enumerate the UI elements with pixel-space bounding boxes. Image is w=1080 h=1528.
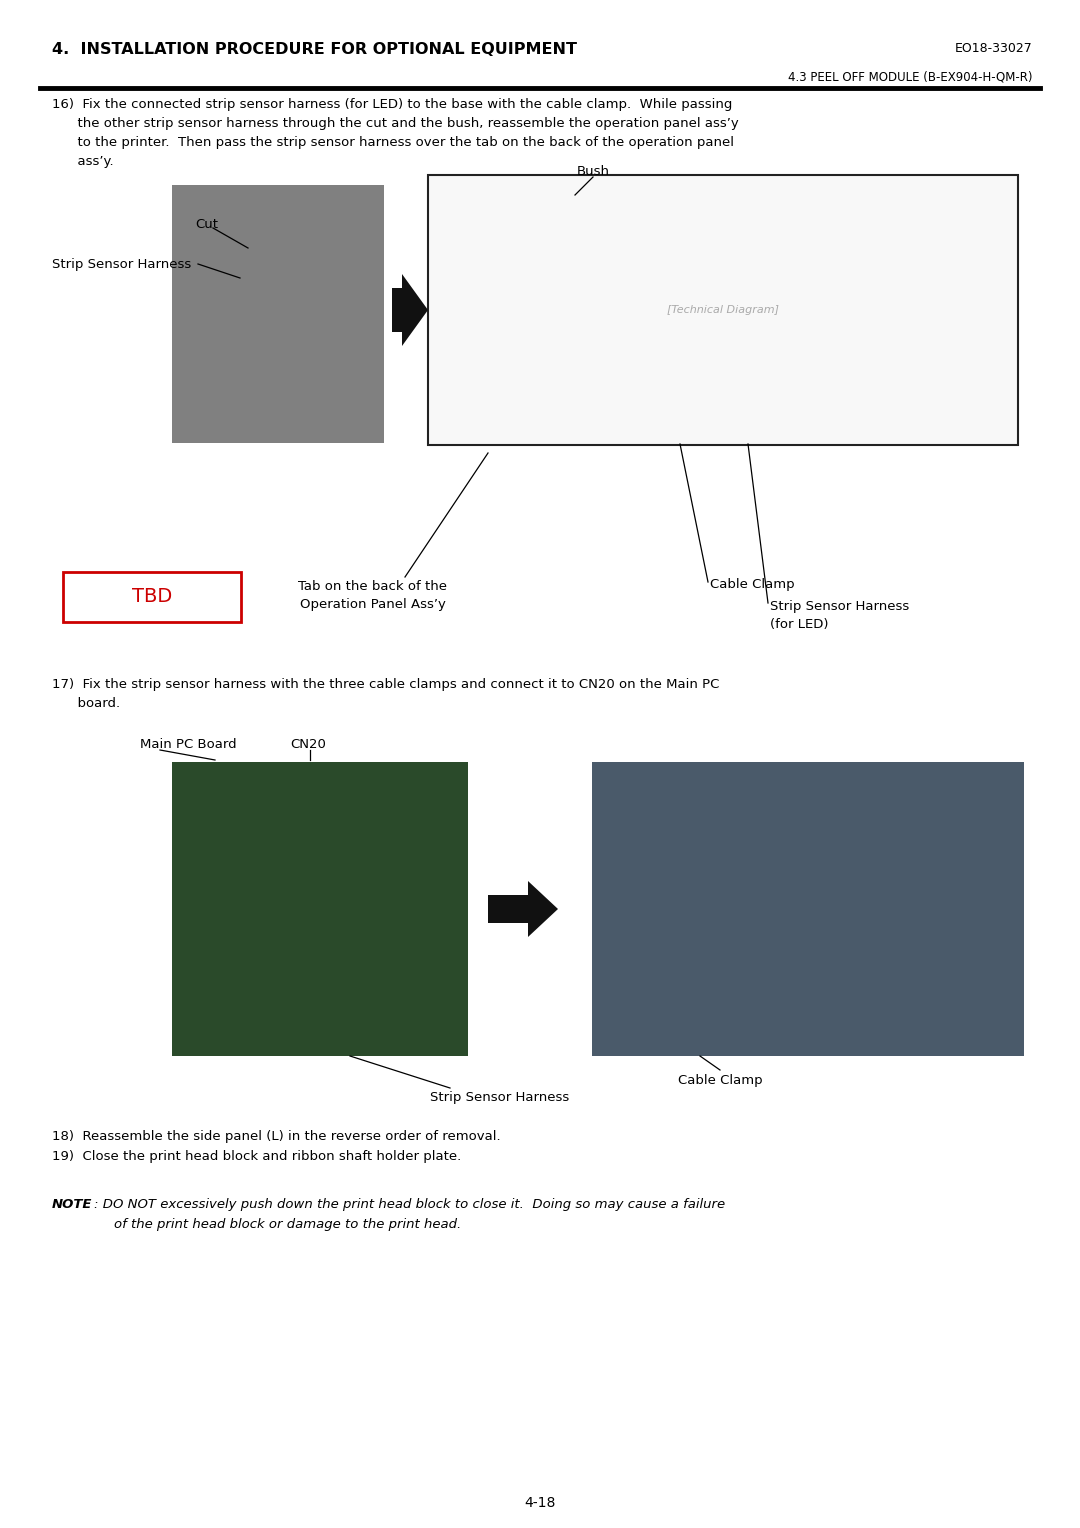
Text: Cable Clamp: Cable Clamp <box>710 578 795 591</box>
Text: ass’y.: ass’y. <box>52 154 113 168</box>
Text: 4-18: 4-18 <box>524 1496 556 1510</box>
Text: board.: board. <box>52 697 120 711</box>
Text: [Technical Diagram]: [Technical Diagram] <box>667 306 779 315</box>
Text: 16)  Fix the connected strip sensor harness (for LED) to the base with the cable: 16) Fix the connected strip sensor harne… <box>52 98 732 112</box>
Text: Tab on the back of the: Tab on the back of the <box>298 581 447 593</box>
Text: of the print head block or damage to the print head.: of the print head block or damage to the… <box>114 1218 461 1232</box>
Text: Strip Sensor Harness: Strip Sensor Harness <box>430 1091 569 1105</box>
Text: Cable Clamp: Cable Clamp <box>677 1074 762 1086</box>
Text: 19)  Close the print head block and ribbon shaft holder plate.: 19) Close the print head block and ribbo… <box>52 1151 461 1163</box>
Text: NOTE: NOTE <box>52 1198 93 1212</box>
Text: 17)  Fix the strip sensor harness with the three cable clamps and connect it to : 17) Fix the strip sensor harness with th… <box>52 678 719 691</box>
Text: (for LED): (for LED) <box>770 617 828 631</box>
Text: Strip Sensor Harness: Strip Sensor Harness <box>770 601 909 613</box>
Text: Cut: Cut <box>195 219 218 231</box>
Bar <box>172 762 468 1056</box>
Bar <box>592 762 1024 1056</box>
Text: Main PC Board: Main PC Board <box>140 738 237 750</box>
Text: TBD: TBD <box>132 587 172 607</box>
Text: 18)  Reassemble the side panel (L) in the reverse order of removal.: 18) Reassemble the side panel (L) in the… <box>52 1131 501 1143</box>
Text: Strip Sensor Harness: Strip Sensor Harness <box>52 258 191 270</box>
Bar <box>428 176 1018 445</box>
Text: EO18-33027: EO18-33027 <box>955 41 1032 55</box>
Text: to the printer.  Then pass the strip sensor harness over the tab on the back of : to the printer. Then pass the strip sens… <box>52 136 734 150</box>
Text: the other strip sensor harness through the cut and the bush, reassemble the oper: the other strip sensor harness through t… <box>52 118 739 130</box>
Polygon shape <box>392 274 428 345</box>
Text: 4.3 PEEL OFF MODULE (B-EX904-H-QM-R): 4.3 PEEL OFF MODULE (B-EX904-H-QM-R) <box>787 70 1032 83</box>
Text: CN20: CN20 <box>291 738 326 750</box>
Text: Operation Panel Ass’y: Operation Panel Ass’y <box>300 597 446 611</box>
Text: : DO NOT excessively push down the print head block to close it.  Doing so may c: : DO NOT excessively push down the print… <box>94 1198 725 1212</box>
Bar <box>63 571 241 622</box>
Bar <box>172 185 384 443</box>
Text: 4.  INSTALLATION PROCEDURE FOR OPTIONAL EQUIPMENT: 4. INSTALLATION PROCEDURE FOR OPTIONAL E… <box>52 41 577 57</box>
Polygon shape <box>488 882 558 937</box>
Text: Bush: Bush <box>577 165 609 177</box>
